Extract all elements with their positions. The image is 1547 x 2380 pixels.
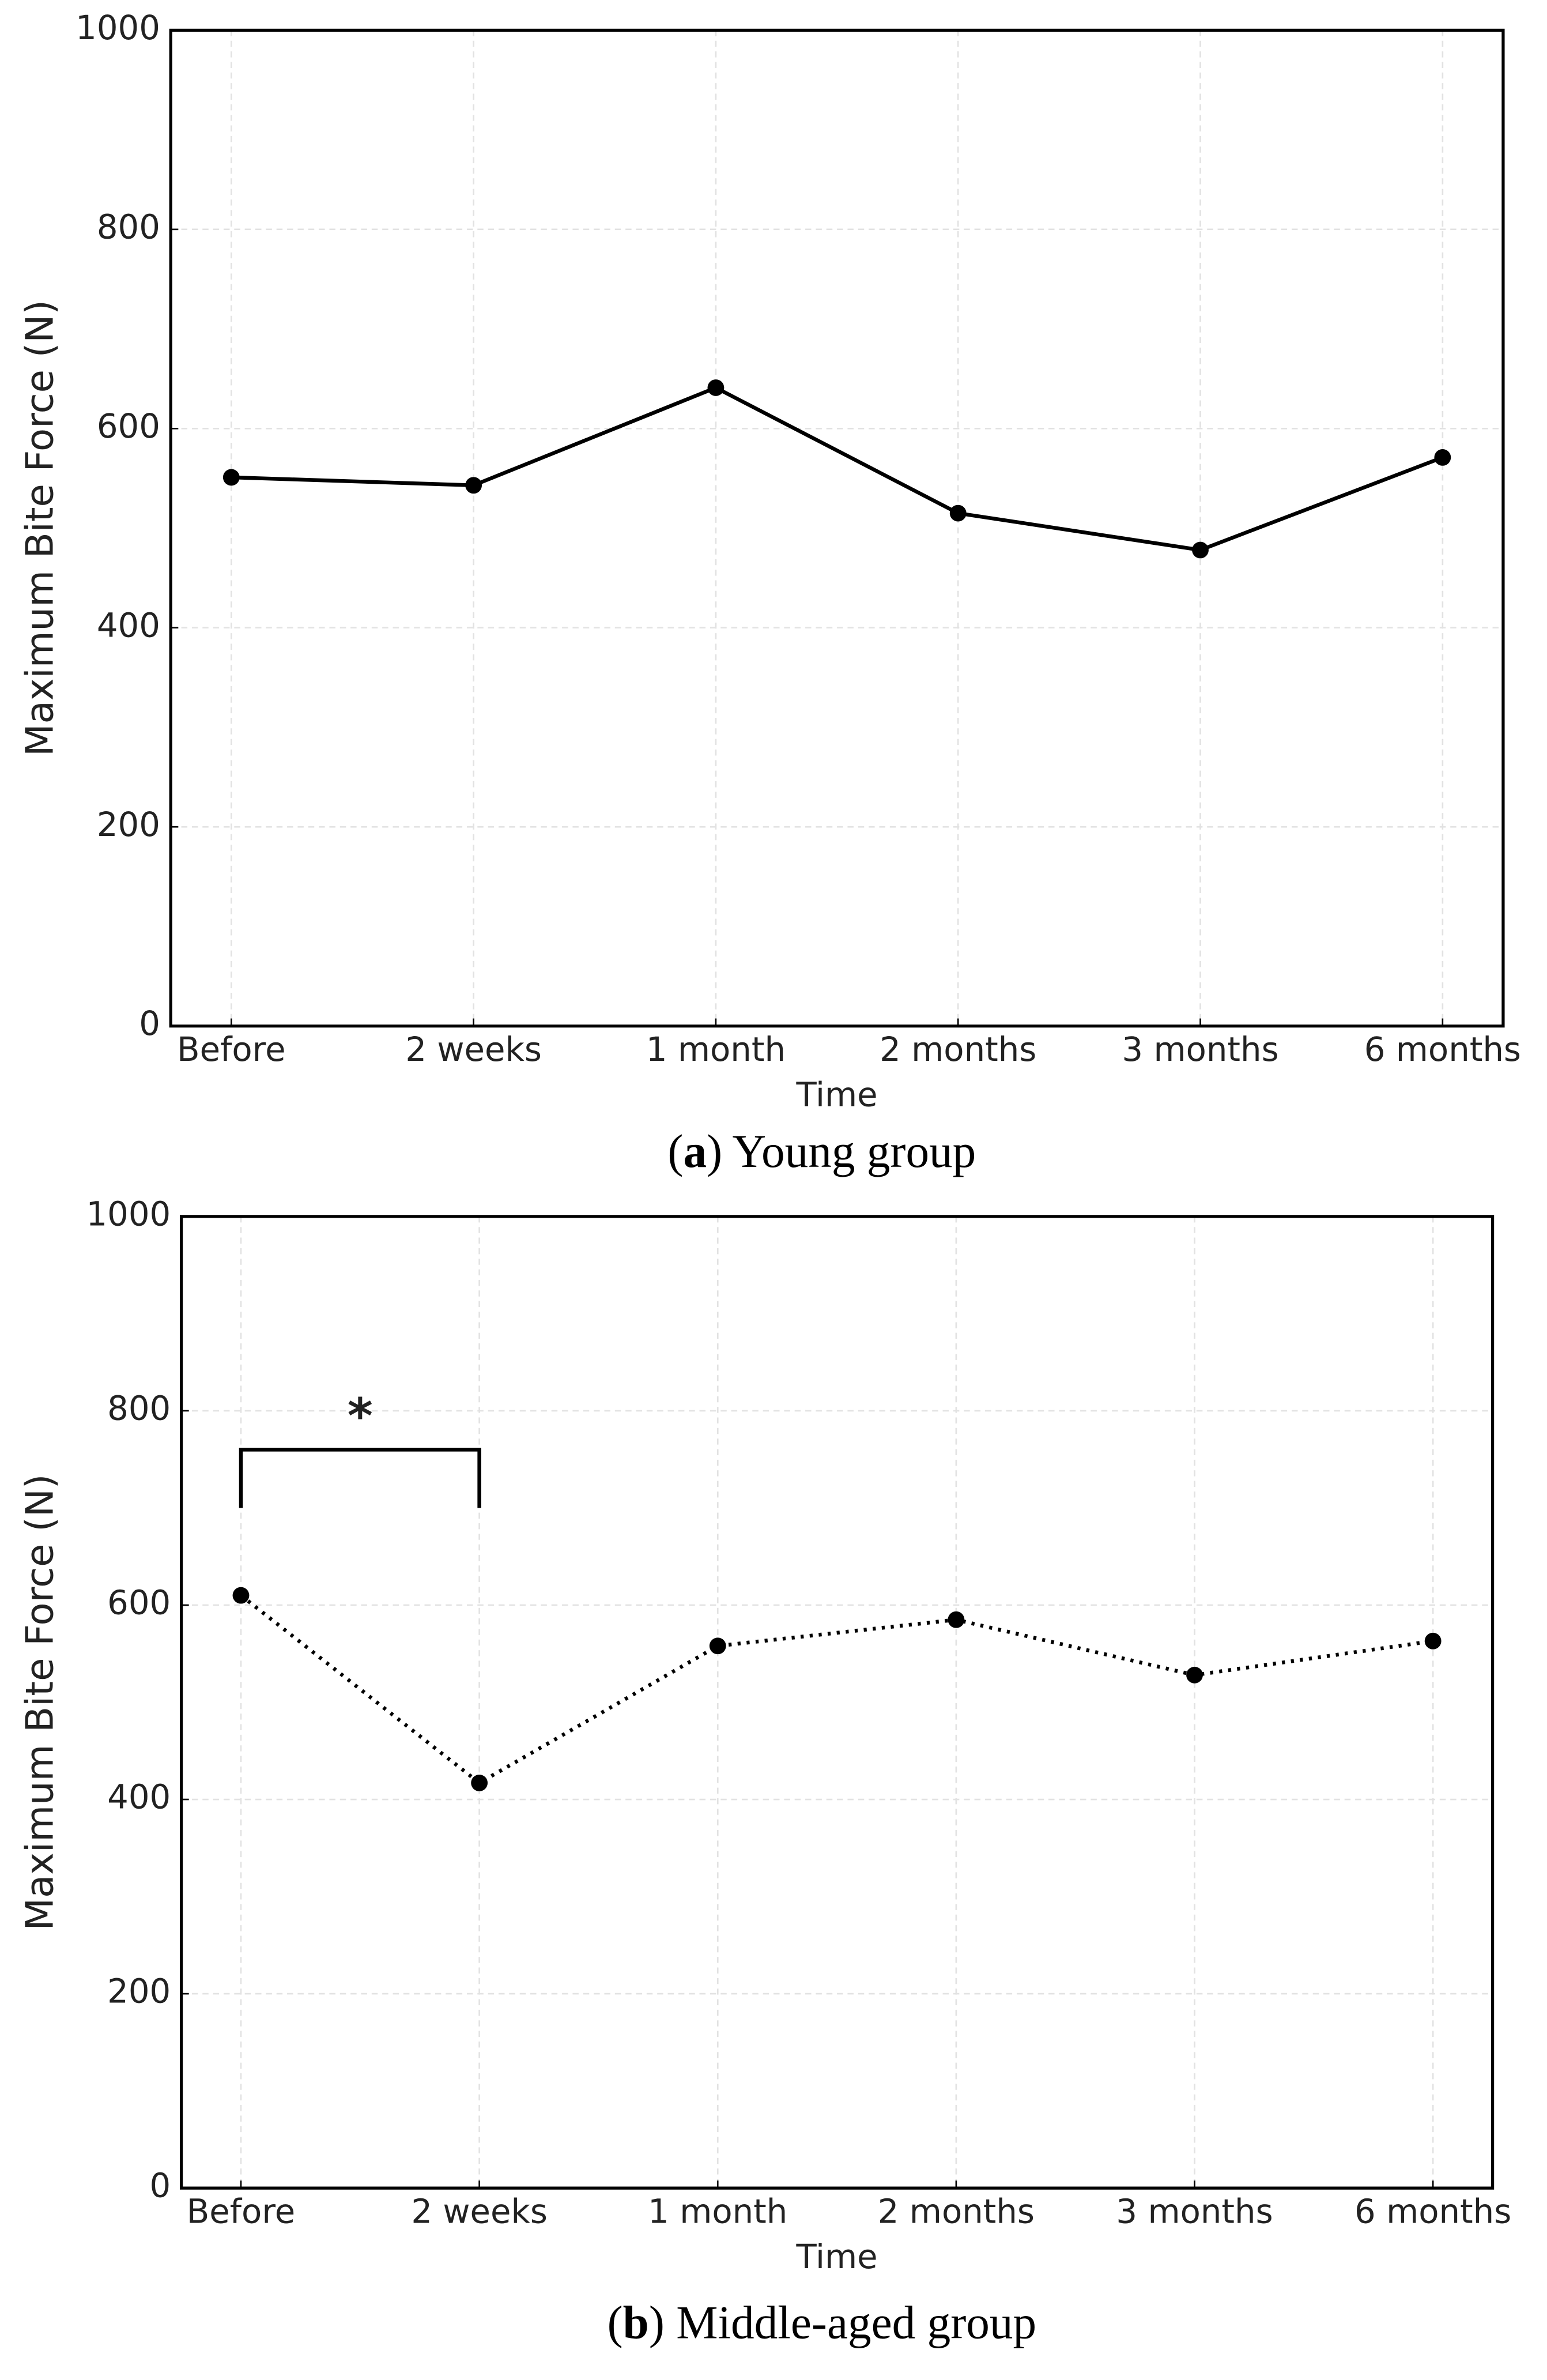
data-point: [1192, 541, 1209, 559]
plot-frame: [179, 1215, 1495, 2190]
y-tick-label: 0: [139, 1004, 160, 1043]
y-tick-label: 0: [150, 2166, 171, 2205]
data-point: [232, 1587, 250, 1604]
data-point: [1424, 1632, 1442, 1650]
data-point: [465, 477, 482, 494]
significance-bracket: [239, 1448, 481, 1508]
plot-frame: [169, 28, 1505, 1028]
x-tick-label: 2 months: [880, 1030, 1036, 1069]
data-line: [231, 385, 1444, 552]
y-tick-label: 200: [97, 805, 160, 844]
data-point: [1434, 449, 1451, 466]
chart: 0 200 400 600 800 1000 Before 2 weeks 1 month 2 m…: [18, 1194, 1512, 2348]
y-tick-label: 400: [107, 1778, 171, 1817]
x-tick-label: 2 weeks: [405, 1030, 542, 1069]
x-tick-label: 6 months: [1364, 1030, 1521, 1069]
data-point: [949, 504, 967, 522]
data-point: [222, 469, 240, 486]
y-tick-label: 800: [97, 207, 160, 246]
caption-part: (: [667, 1125, 683, 1177]
x-tick-label: 6 months: [1354, 2191, 1511, 2231]
caption-part: (: [608, 2296, 623, 2348]
x-axis-label: Time: [796, 1075, 878, 1114]
x-tick-label: Before: [177, 1030, 286, 1069]
y-tick-label: 600: [97, 406, 160, 446]
y-tick-label: 800: [107, 1389, 171, 1428]
x-tick-label: 3 months: [1122, 1030, 1278, 1069]
data-point: [1186, 1666, 1203, 1684]
chart: 0 200 400 600 800 1000 Before 2 weeks 1 month 2 m…: [18, 8, 1521, 1177]
caption-part: a: [683, 1125, 707, 1177]
x-tick-label: Before: [187, 2191, 296, 2231]
data-point: [707, 379, 725, 396]
data-point: [471, 1774, 488, 1791]
data-point: [709, 1637, 726, 1655]
y-tick-label: 1000: [86, 1194, 171, 1233]
y-tick-label: 1000: [76, 8, 160, 47]
x-tick-label: 1 month: [648, 2191, 787, 2231]
x-tick-label: 2 weeks: [411, 2191, 548, 2231]
data-point: [948, 1611, 965, 1628]
x-tick-label: 2 months: [878, 2191, 1035, 2231]
caption-part: ) Young group: [707, 1125, 976, 1177]
y-axis-label: Maximum Bite Force (N): [18, 300, 62, 756]
y-axis-label: Maximum Bite Force (N): [18, 1474, 62, 1931]
y-tick-label: 600: [107, 1583, 171, 1622]
caption-part: b: [623, 2296, 649, 2348]
caption: (b) Middle-aged group: [608, 2296, 1036, 2348]
caption-part: ) Middle-aged group: [649, 2296, 1036, 2348]
x-axis-label: Time: [796, 2237, 878, 2276]
x-tick-label: 1 month: [646, 1030, 786, 1069]
data-line: [239, 1594, 1433, 1786]
caption: (a) Young group: [667, 1125, 976, 1177]
significance-marker: *: [348, 1388, 373, 1444]
y-tick-label: 400: [97, 605, 160, 645]
x-tick-label: 3 months: [1116, 2191, 1273, 2231]
y-tick-label: 200: [107, 1972, 171, 2011]
